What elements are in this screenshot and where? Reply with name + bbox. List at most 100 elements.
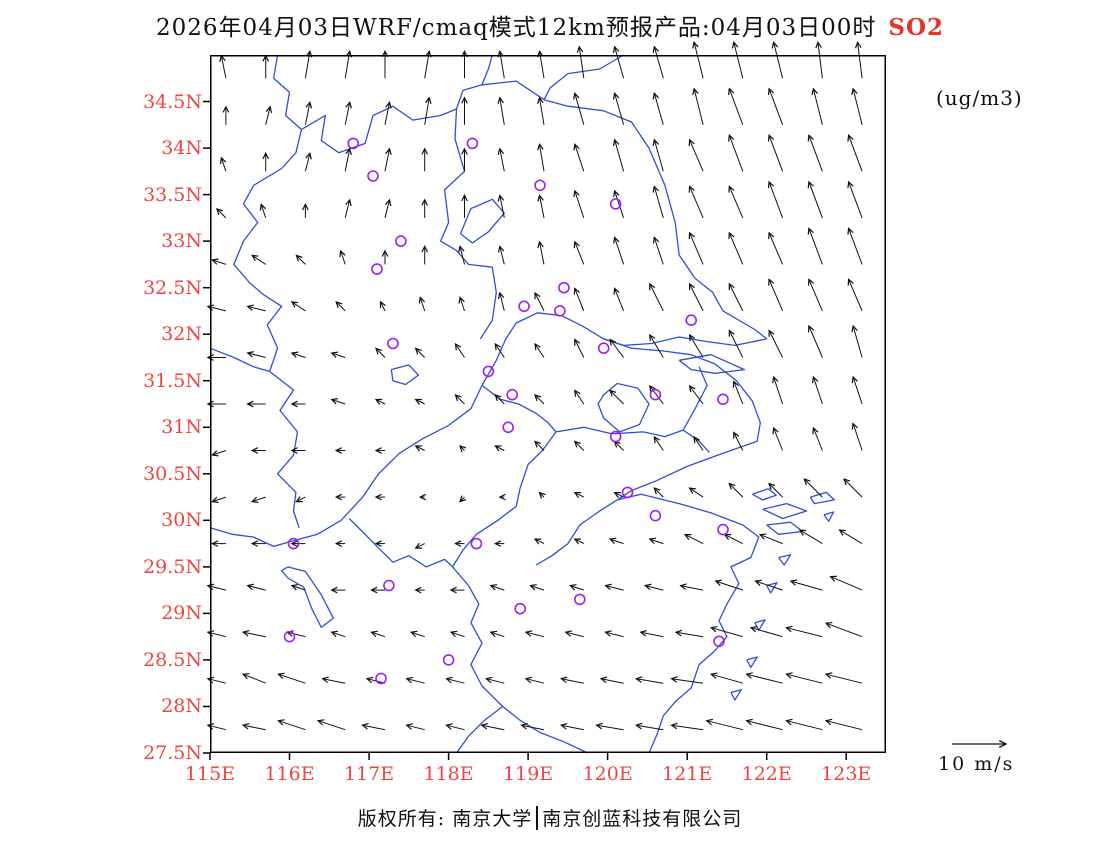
station-marker (442, 654, 455, 666)
boundary-border_north_branch (481, 80, 545, 101)
wind-arrow (500, 246, 505, 265)
wind-arrow (381, 302, 386, 312)
wind-arrow (734, 382, 744, 405)
wind-arrow (844, 479, 863, 498)
wind-legend-label: 10 m/s (938, 753, 1015, 775)
lat-tick-label: 31.5N (143, 369, 202, 392)
station-marker (713, 635, 725, 648)
wind-arrow (853, 89, 863, 125)
wind-arrow (376, 400, 386, 405)
wind-arrow (734, 42, 744, 79)
wind-arrow (809, 182, 823, 219)
wind-arrow (729, 89, 744, 125)
boundary-border_henan_hubei (209, 347, 270, 373)
station-marker (387, 337, 399, 350)
boundary-poyang_lake (280, 566, 334, 629)
wind-arrow (486, 679, 505, 684)
wind-arrow (261, 204, 267, 219)
wind-arrow (495, 344, 505, 358)
wind-arrow (813, 377, 823, 405)
lon-tick-label: 120E (582, 763, 633, 785)
boundary-chaohu_lake (390, 364, 420, 386)
wind-arrow (840, 530, 863, 545)
wind-arrow (694, 42, 704, 79)
wind-arrow (813, 428, 823, 451)
wind-arrow (690, 335, 704, 358)
wind-arrow (318, 721, 346, 731)
wind-arrow (500, 293, 505, 312)
wind-arrow (363, 725, 386, 731)
wind-arrow (460, 497, 465, 502)
wind-arrow (278, 674, 306, 684)
wind-arrow (460, 297, 465, 312)
station-marker (518, 300, 530, 313)
station-marker (558, 281, 570, 294)
wind-arrow (716, 581, 743, 591)
wind-arrow (540, 242, 545, 265)
wind-arrow (416, 544, 425, 549)
wind-arrow (769, 279, 784, 312)
boundary-island1 (778, 554, 792, 566)
boundary-zhoushan2 (766, 521, 804, 535)
wind-arrow (416, 400, 425, 405)
lon-tick-label: 123E (821, 763, 872, 785)
wind-arrow (579, 47, 585, 79)
title-main: 2026年04月03日WRF/cmaq模式12km预报产品:04月03日00时 (155, 15, 877, 41)
wind-arrow (384, 200, 390, 219)
wind-arrow (707, 721, 743, 731)
wind-arrow (535, 539, 545, 544)
wind-arrow (447, 725, 465, 731)
wind-arrow (694, 437, 704, 451)
copyright-left: 版权所有: 南京大学 (357, 808, 533, 830)
wind-arrow (774, 42, 784, 79)
wind-arrow (456, 395, 465, 405)
wind-arrow (610, 340, 625, 358)
wind-arrow (535, 442, 545, 451)
station-marker (609, 198, 622, 210)
units-label: (ug/m3) (936, 86, 1023, 110)
wind-arrow (654, 488, 664, 498)
wind-arrow (526, 632, 545, 638)
wind-arrow (849, 135, 863, 172)
lon-tick-label: 119E (503, 763, 554, 785)
wind-arrow (853, 326, 863, 358)
wind-arrow (676, 632, 704, 638)
wind-arrow (615, 47, 625, 79)
wind-arrow (826, 721, 863, 731)
wind-arrow (243, 632, 266, 638)
wind-arrow (694, 89, 704, 125)
boundary-island6 (823, 511, 835, 522)
wind-arrow (495, 395, 505, 405)
wind-arrow (407, 725, 425, 731)
boundary-border_north (301, 54, 493, 154)
boundary-island3 (754, 619, 766, 631)
lon-tick-label: 122E (741, 763, 792, 785)
lat-tick-label: 34N (161, 137, 202, 160)
station-marker (371, 263, 383, 275)
wind-arrow (650, 539, 664, 545)
wind-arrow (500, 195, 505, 218)
wind-arrow (212, 260, 227, 265)
wind-arrow (248, 353, 266, 358)
lat-tick-label: 29.5N (143, 555, 202, 578)
page-title: 2026年04月03日WRF/cmaq模式12km预报产品:04月03日00时 S… (0, 8, 1100, 42)
wind-arrow (500, 98, 505, 125)
wind-arrow (344, 102, 350, 125)
wind-arrow (296, 497, 306, 502)
lat-tick-label: 34.5N (143, 90, 202, 113)
wind-arrow (774, 428, 784, 451)
wind-arrow (681, 586, 704, 591)
wind-arrow (278, 721, 306, 731)
footer-divider (536, 805, 539, 830)
wind-arrow (212, 496, 227, 502)
wind-arrow (650, 284, 664, 312)
wind-arrow (615, 442, 624, 451)
wind-arrow (575, 93, 585, 125)
wind-arrow (575, 442, 585, 451)
wind-arrow (672, 679, 704, 684)
wind-arrow (769, 233, 784, 265)
wind-arrow (575, 493, 585, 498)
wind-arrow (575, 539, 585, 544)
wind-arrow (690, 386, 704, 405)
